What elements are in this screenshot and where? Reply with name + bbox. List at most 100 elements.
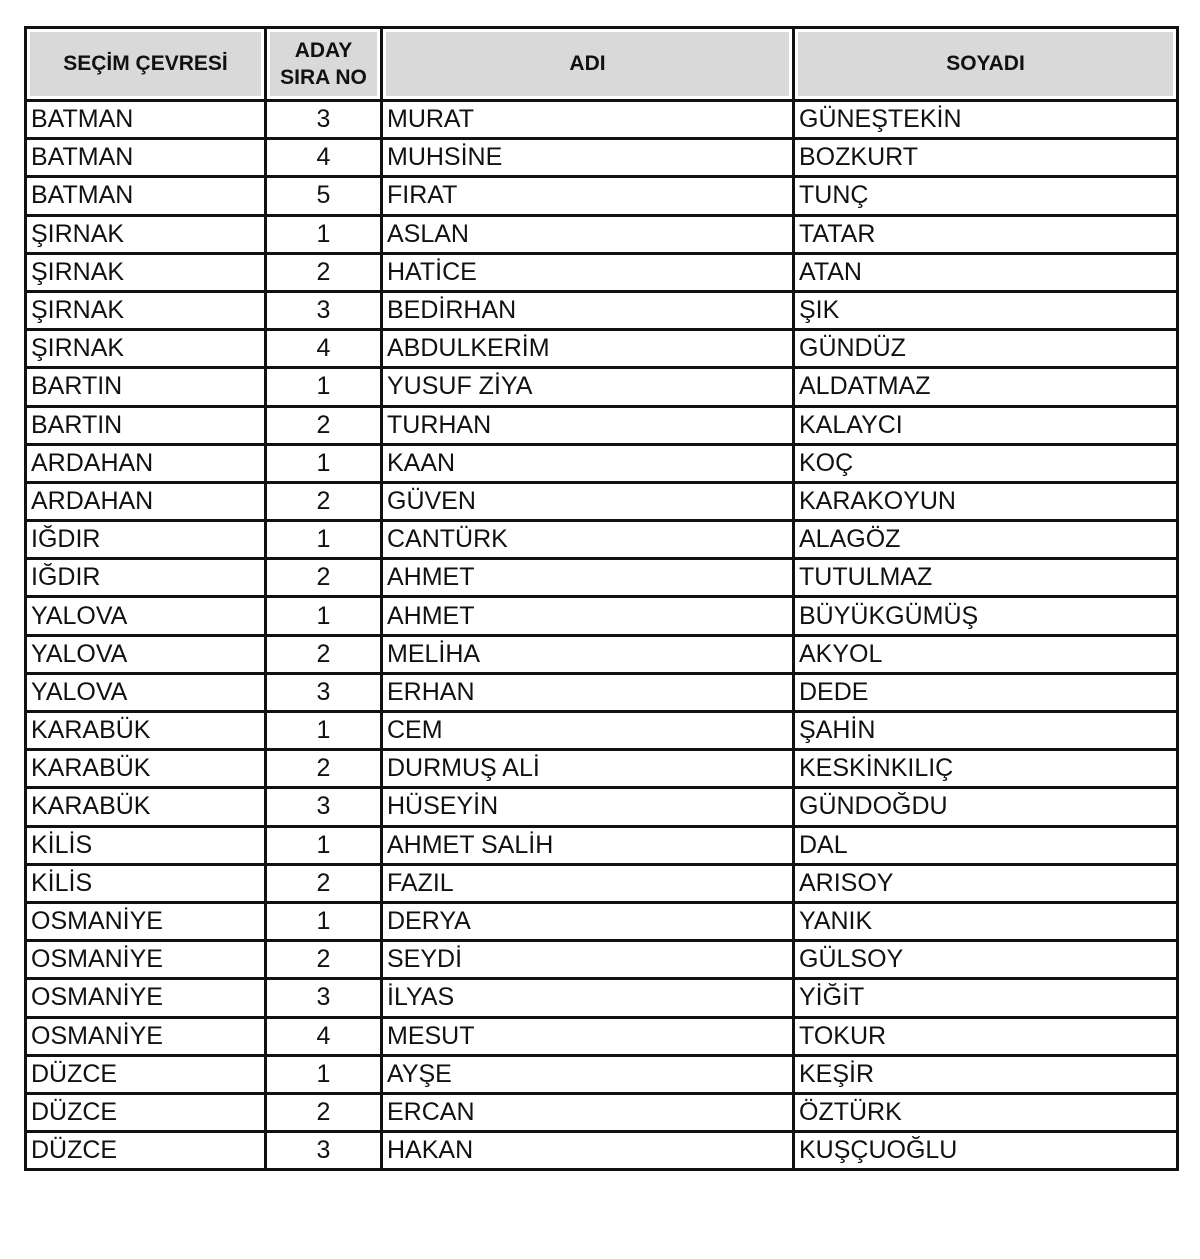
table-row: ŞIRNAK 3 BEDİRHAN ŞIK	[24, 289, 1179, 332]
district-cell: YALOVA	[24, 595, 267, 637]
order-cell: 2	[264, 1091, 383, 1134]
order-cell: 2	[264, 251, 383, 293]
table-row: OSMANİYE 3 İLYAS YİĞİT	[24, 977, 1179, 1019]
order-cell: 3	[264, 977, 383, 1019]
order-cell: 1	[264, 595, 383, 637]
name-cell: KAAN	[380, 442, 795, 484]
order-cell: 1	[264, 519, 383, 561]
table-row: ARDAHAN 1 KAAN KOÇ	[24, 442, 1179, 484]
table-row: DÜZCE 3 HAKAN KUŞÇUOĞLU	[24, 1130, 1179, 1172]
surname-cell: TUTULMAZ	[792, 557, 1179, 599]
district-cell: IĞDIR	[24, 519, 267, 561]
table-row: BATMAN 3 MURAT GÜNEŞTEKİN	[24, 98, 1179, 141]
order-cell: 1	[264, 213, 383, 255]
table-row: ARDAHAN 2 GÜVEN KARAKOYUN	[24, 480, 1179, 523]
table-row: ŞIRNAK 4 ABDULKERİM GÜNDÜZ	[24, 328, 1179, 370]
surname-cell: TUNÇ	[792, 175, 1179, 217]
district-cell: DÜZCE	[24, 1091, 267, 1134]
surname-cell: GÜNDÜZ	[792, 328, 1179, 370]
district-cell: ŞIRNAK	[24, 328, 267, 370]
district-cell: KARABÜK	[24, 786, 267, 828]
district-cell: ŞIRNAK	[24, 213, 267, 255]
surname-cell: ATAN	[792, 251, 1179, 293]
name-cell: AHMET SALİH	[380, 824, 795, 866]
name-cell: SEYDİ	[380, 939, 795, 981]
surname-cell: DEDE	[792, 671, 1179, 714]
district-cell: IĞDIR	[24, 557, 267, 599]
name-cell: AYŞE	[380, 1053, 795, 1095]
district-cell: ARDAHAN	[24, 442, 267, 484]
header-surname: SOYADI	[792, 26, 1179, 102]
district-cell: BARTIN	[24, 366, 267, 408]
name-cell: AHMET	[380, 557, 795, 599]
header-row: SEÇİM ÇEVRESİ ADAY SIRA NO ADI SOYADI	[24, 26, 1179, 102]
district-cell: OSMANİYE	[24, 1015, 267, 1057]
name-cell: DERYA	[380, 900, 795, 943]
table-row: BATMAN 5 FIRAT TUNÇ	[24, 175, 1179, 217]
table-row: KARABÜK 1 CEM ŞAHİN	[24, 709, 1179, 752]
table-row: DÜZCE 1 AYŞE KEŞİR	[24, 1053, 1179, 1095]
name-cell: AHMET	[380, 595, 795, 637]
name-cell: HAKAN	[380, 1130, 795, 1172]
district-cell: ŞIRNAK	[24, 251, 267, 293]
name-cell: İLYAS	[380, 977, 795, 1019]
district-cell: KARABÜK	[24, 709, 267, 752]
order-cell: 4	[264, 137, 383, 179]
order-cell: 4	[264, 1015, 383, 1057]
surname-cell: AKYOL	[792, 633, 1179, 675]
name-cell: HATİCE	[380, 251, 795, 293]
name-cell: HÜSEYİN	[380, 786, 795, 828]
table-row: BARTIN 1 YUSUF ZİYA ALDATMAZ	[24, 366, 1179, 408]
header-order-line1: ADAY	[294, 38, 353, 62]
district-cell: OSMANİYE	[24, 900, 267, 943]
surname-cell: KESKİNKILIÇ	[792, 748, 1179, 790]
order-cell: 3	[264, 98, 383, 141]
order-cell: 2	[264, 862, 383, 904]
order-cell: 3	[264, 671, 383, 714]
order-cell: 1	[264, 366, 383, 408]
surname-cell: ALAGÖZ	[792, 519, 1179, 561]
order-cell: 1	[264, 1053, 383, 1095]
table-row: DÜZCE 2 ERCAN ÖZTÜRK	[24, 1091, 1179, 1134]
order-cell: 1	[264, 900, 383, 943]
name-cell: FAZIL	[380, 862, 795, 904]
table-body: BATMAN 3 MURAT GÜNEŞTEKİN BATMAN 4 MUHSİNE BOZK…	[24, 98, 1179, 1172]
district-cell: OSMANİYE	[24, 977, 267, 1019]
surname-cell: KOÇ	[792, 442, 1179, 484]
order-cell: 4	[264, 328, 383, 370]
order-cell: 5	[264, 175, 383, 217]
order-cell: 2	[264, 480, 383, 523]
surname-cell: YİĞİT	[792, 977, 1179, 1019]
name-cell: YUSUF ZİYA	[380, 366, 795, 408]
name-cell: MESUT	[380, 1015, 795, 1057]
name-cell: ERCAN	[380, 1091, 795, 1134]
surname-cell: ŞIK	[792, 289, 1179, 332]
surname-cell: TOKUR	[792, 1015, 1179, 1057]
surname-cell: KUŞÇUOĞLU	[792, 1130, 1179, 1172]
table-row: OSMANİYE 4 MESUT TOKUR	[24, 1015, 1179, 1057]
order-cell: 2	[264, 557, 383, 599]
name-cell: MELİHA	[380, 633, 795, 675]
district-cell: KARABÜK	[24, 748, 267, 790]
table-row: ŞIRNAK 1 ASLAN TATAR	[24, 213, 1179, 255]
table-row: KİLİS 2 FAZIL ARISOY	[24, 862, 1179, 904]
table-row: BATMAN 4 MUHSİNE BOZKURT	[24, 137, 1179, 179]
table-row: YALOVA 1 AHMET BÜYÜKGÜMÜŞ	[24, 595, 1179, 637]
order-cell: 2	[264, 748, 383, 790]
table-row: YALOVA 3 ERHAN DEDE	[24, 671, 1179, 714]
surname-cell: ARISOY	[792, 862, 1179, 904]
name-cell: MUHSİNE	[380, 137, 795, 179]
name-cell: FIRAT	[380, 175, 795, 217]
district-cell: BATMAN	[24, 175, 267, 217]
district-cell: BATMAN	[24, 98, 267, 141]
district-cell: YALOVA	[24, 671, 267, 714]
district-cell: ARDAHAN	[24, 480, 267, 523]
surname-cell: KARAKOYUN	[792, 480, 1179, 523]
header-district: SEÇİM ÇEVRESİ	[24, 26, 267, 102]
district-cell: DÜZCE	[24, 1053, 267, 1095]
name-cell: CEM	[380, 709, 795, 752]
table-row: BARTIN 2 TURHAN KALAYCI	[24, 404, 1179, 446]
order-cell: 1	[264, 442, 383, 484]
table-row: KARABÜK 2 DURMUŞ ALİ KESKİNKILIÇ	[24, 748, 1179, 790]
table-row: KARABÜK 3 HÜSEYİN GÜNDOĞDU	[24, 786, 1179, 828]
